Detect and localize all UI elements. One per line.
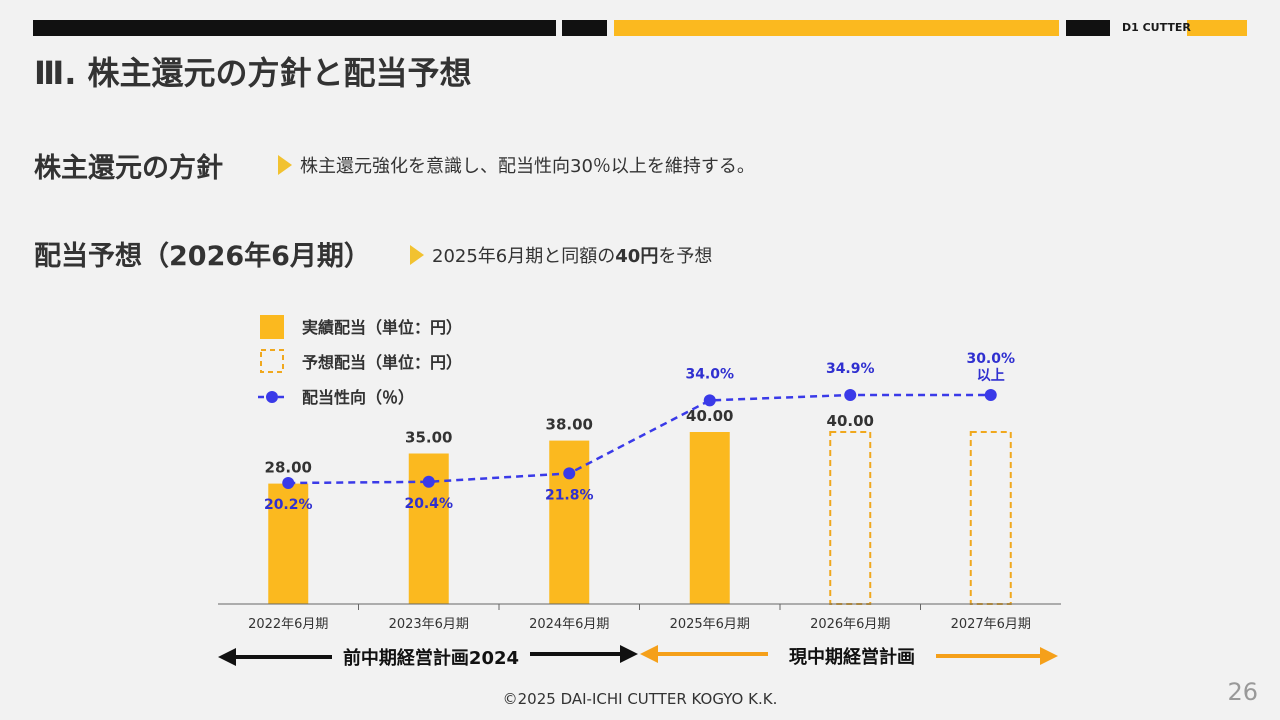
brand-logo-text: D1 CUTTER: [1122, 21, 1191, 34]
forecast-dividend-bar: [829, 431, 872, 605]
x-tick-label: 2024年6月期: [529, 617, 609, 632]
payout-ratio-marker: [844, 389, 857, 401]
actual-dividend-bar: [689, 432, 730, 604]
prev-plan-arrow-right-head: [620, 645, 638, 663]
payout-ratio-label: 34.9%: [826, 361, 875, 377]
x-tick-label: 2025年6月期: [670, 617, 750, 632]
payout-ratio-marker: [282, 477, 295, 489]
payout-ratio-marker: [703, 394, 716, 407]
x-tick-label: 2022年6月期: [248, 617, 328, 632]
header-bar-yellow-2: [1187, 20, 1247, 36]
legend-actual-swatch: [260, 315, 284, 339]
payout-ratio-label: 34.0%: [685, 366, 734, 382]
payout-ratio-label: 20.2%: [264, 497, 313, 513]
actual-dividend-bar: [549, 440, 590, 604]
x-tick-label: 2026年6月期: [810, 617, 890, 632]
payout-ratio-marker: [422, 475, 435, 488]
legend-forecast-swatch: [260, 349, 284, 373]
legend-payout-marker: [266, 391, 278, 403]
payout-ratio-marker: [984, 389, 997, 401]
legend-payout-label: 配当性向（％）: [302, 388, 414, 407]
forecast-text-pre: 2025年6月期と同額の: [432, 246, 616, 267]
payout-ratio-marker: [563, 467, 576, 480]
header-bar-black-1: [33, 20, 556, 36]
prev-plan-arrow-left-head: [218, 648, 236, 666]
header-bar-black-3: [1066, 20, 1110, 36]
x-tick-label: 2027年6月期: [951, 617, 1031, 632]
header-bar-black-2: [562, 20, 607, 36]
current-plan-arrow-left-head: [640, 645, 658, 663]
actual-dividend-label: 28.00: [265, 459, 312, 477]
payout-ratio-line: [288, 393, 991, 485]
forecast-heading: 配当予想（2026年6月期）: [34, 241, 371, 272]
policy-heading: 株主還元の方針: [34, 153, 223, 184]
payout-ratio-note: 以上: [977, 368, 1005, 384]
legend-actual-label: 実績配当（単位：円）: [302, 318, 462, 337]
payout-ratio-label: 30.0%: [966, 351, 1015, 367]
policy-text: 株主還元強化を意識し、配当性向30％以上を維持する。: [300, 156, 755, 177]
header-bar-yellow-1: [614, 20, 1059, 36]
actual-dividend-bar: [268, 483, 309, 604]
forecast-dividend-label: 40.00: [827, 412, 874, 430]
actual-dividend-label: 35.00: [405, 429, 452, 447]
copyright: ©2025 DAI-ICHI CUTTER KOGYO K.K.: [502, 690, 778, 708]
forecast-text-bold: 40円: [615, 246, 659, 267]
x-tick-label: 2023年6月期: [389, 617, 469, 632]
actual-dividend-label: 40.00: [686, 407, 733, 425]
page-title: Ⅲ. 株主還元の方針と配当予想: [34, 54, 472, 92]
triangle-bullet-icon: [410, 245, 424, 265]
actual-dividend-label: 38.00: [546, 416, 593, 434]
current-plan-arrow-right-head: [1040, 647, 1058, 665]
legend-forecast-label: 予想配当（単位：円）: [302, 353, 462, 372]
triangle-bullet-icon: [278, 155, 292, 175]
forecast-text: 2025年6月期と同額の40円を予想: [432, 242, 712, 268]
forecast-text-post: を予想: [658, 246, 713, 267]
forecast-dividend-bar: [969, 431, 1012, 605]
payout-ratio-label: 20.4%: [404, 496, 453, 512]
prev-plan-label: 前中期経営計画2024: [343, 647, 519, 669]
current-plan-label: 現中期経営計画: [789, 646, 915, 668]
payout-ratio-label: 21.8%: [545, 487, 594, 503]
page-number: 26: [1227, 678, 1258, 706]
